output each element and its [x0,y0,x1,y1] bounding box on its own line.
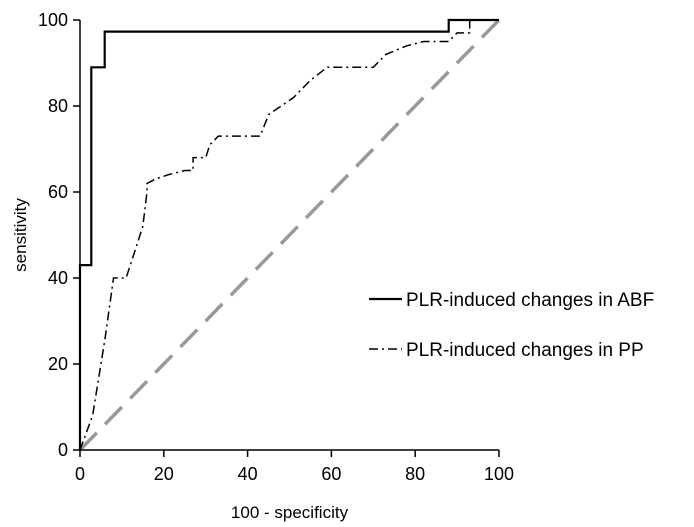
x-tick-label: 40 [238,464,258,484]
legend-label-abf: PLR-induced changes in ABF [406,290,654,311]
x-tick-label: 0 [75,464,85,484]
y-axis-title: sensitivity [11,198,30,272]
ticks-layer: 0 20 40 60 80 100 0 20 40 60 80 100 [38,10,514,484]
plot-layer [78,18,501,452]
x-tick-label: 100 [484,464,514,484]
y-tick-label: 0 [58,440,68,460]
legend-label-pp: PLR-induced changes in PP [406,340,644,361]
series-pp-line [79,19,499,451]
y-tick-label: 100 [38,10,68,30]
y-tick-label: 40 [48,268,68,288]
reference-diagonal-line [78,18,501,452]
y-tick-label: 20 [48,354,68,374]
x-tick-label: 80 [405,464,425,484]
x-axis-title: 100 - specificity [231,503,349,522]
series-abf-line [78,18,499,450]
legend: PLR-induced changes in ABF PLR-induced c… [369,290,654,361]
y-tick-label: 80 [48,96,68,116]
x-tick-label: 20 [154,464,174,484]
axes-layer [79,20,499,451]
x-tick-label: 60 [321,464,341,484]
y-tick-label: 60 [48,182,68,202]
